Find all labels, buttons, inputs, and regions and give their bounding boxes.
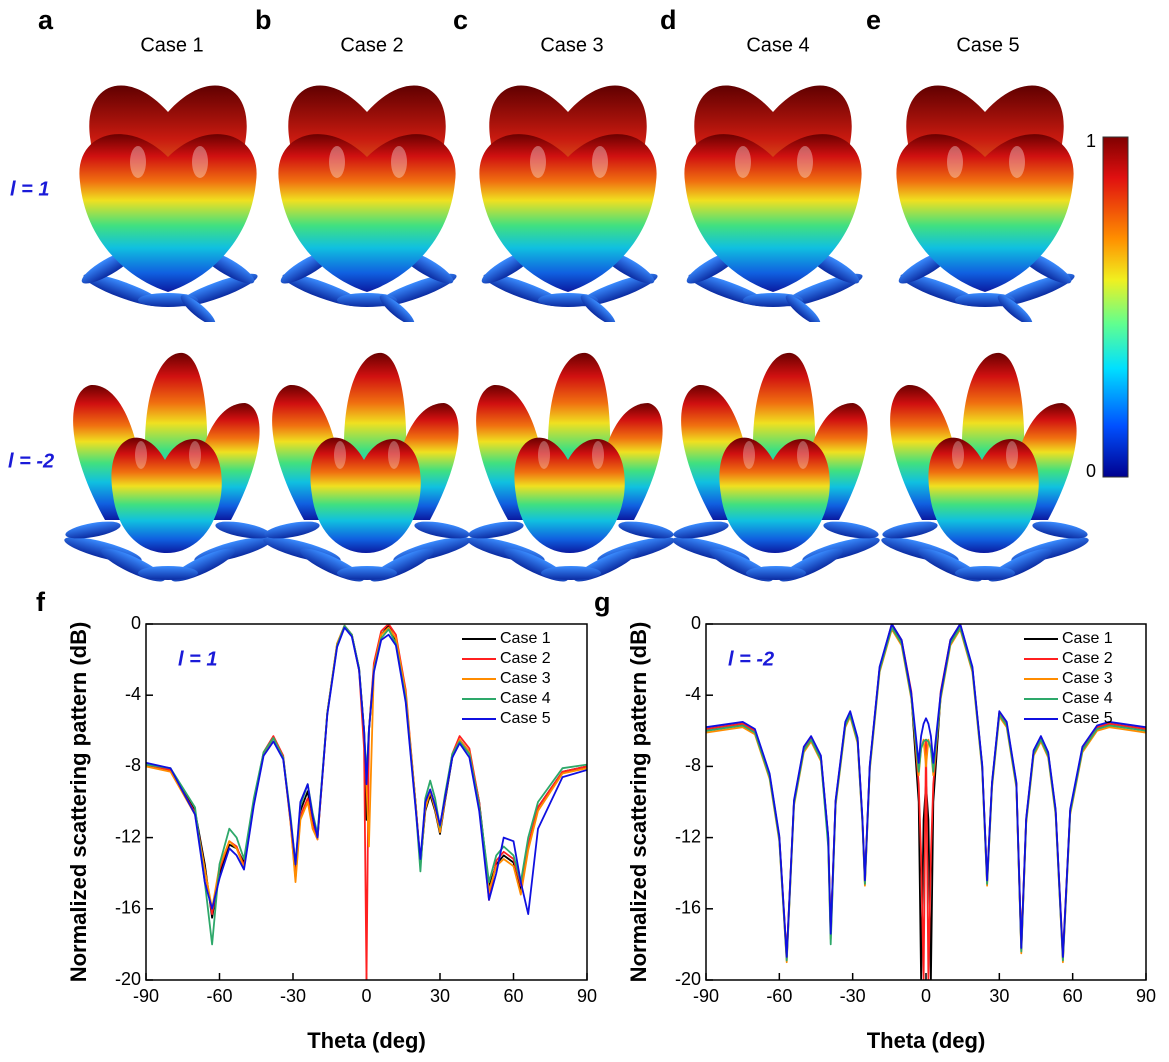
- pattern-3d: [466, 352, 676, 585]
- x-tick-label: 30: [430, 986, 450, 1006]
- x-axis-label: Theta (deg): [867, 1028, 986, 1053]
- panel-letter: b: [255, 5, 272, 35]
- y-tick-label: -20: [115, 969, 141, 989]
- y-tick-label: -8: [685, 755, 701, 775]
- x-tick-label: -30: [280, 986, 306, 1006]
- series-line: [146, 626, 587, 915]
- row-label: l = 1: [10, 178, 49, 200]
- panel-letter: a: [38, 5, 54, 35]
- pattern-3d: [478, 85, 661, 322]
- colorbar-label: 0: [1086, 461, 1096, 481]
- pattern-3d: [683, 85, 866, 322]
- y-tick-label: -12: [675, 826, 701, 846]
- x-tick-label: 60: [503, 986, 523, 1006]
- plot-frame: [145, 623, 588, 981]
- case-title: Case 1: [140, 34, 203, 56]
- y-tick-label: -8: [125, 755, 141, 775]
- x-tick-label: 0: [921, 986, 931, 1006]
- annotation: l = -2: [728, 648, 774, 670]
- pattern-3d: [277, 85, 460, 322]
- colorbar-label: 1: [1086, 131, 1096, 151]
- annotation: l = 1: [178, 648, 217, 670]
- case-title: Case 4: [746, 34, 809, 56]
- panel-letter: f: [36, 587, 46, 617]
- legend-label: Case 1: [500, 630, 551, 647]
- panel-letter: e: [866, 5, 881, 35]
- row-label: l = -2: [8, 450, 54, 472]
- legend-label: Case 3: [1062, 670, 1113, 687]
- y-tick-label: -12: [115, 826, 141, 846]
- pattern-3d: [671, 352, 881, 585]
- x-tick-label: 90: [1136, 986, 1156, 1006]
- y-axis-label: Normalized scattering pattern (dB): [626, 622, 651, 983]
- y-tick-label: 0: [691, 613, 701, 633]
- y-tick-label: -16: [115, 898, 141, 918]
- x-tick-label: 60: [1063, 986, 1083, 1006]
- legend-label: Case 4: [500, 690, 551, 707]
- x-tick-label: -60: [766, 986, 792, 1006]
- pattern-3d: [262, 352, 472, 585]
- y-axis-label: Normalized scattering pattern (dB): [66, 622, 91, 983]
- pattern-3d: [880, 352, 1090, 585]
- panel-letter: c: [453, 5, 468, 35]
- x-tick-label: -30: [840, 986, 866, 1006]
- x-axis-label: Theta (deg): [307, 1028, 426, 1053]
- legend-label: Case 5: [500, 710, 551, 727]
- patterns: [63, 85, 1090, 585]
- x-tick-label: 0: [361, 986, 371, 1006]
- x-tick-label: 90: [577, 986, 597, 1006]
- y-tick-label: -16: [675, 898, 701, 918]
- y-tick-label: -4: [685, 684, 701, 704]
- pattern-3d: [895, 85, 1078, 322]
- legend-label: Case 1: [1062, 630, 1113, 647]
- case-title: Case 2: [340, 34, 403, 56]
- colorbar: [1102, 136, 1129, 478]
- x-tick-label: -90: [693, 986, 719, 1006]
- legend-label: Case 5: [1062, 710, 1113, 727]
- pattern-3d: [78, 85, 261, 322]
- x-tick-label: 30: [989, 986, 1009, 1006]
- x-tick-label: -90: [133, 986, 159, 1006]
- y-tick-label: 0: [131, 613, 141, 633]
- panel-letter: d: [660, 5, 677, 35]
- pattern-3d: [63, 352, 273, 585]
- legend-label: Case 2: [500, 650, 551, 667]
- y-tick-label: -20: [675, 969, 701, 989]
- plot-frame: [705, 623, 1147, 981]
- case-title: Case 5: [956, 34, 1019, 56]
- x-tick-label: -60: [206, 986, 232, 1006]
- series-line: [706, 624, 1146, 958]
- legend-label: Case 2: [1062, 650, 1113, 667]
- panel-letter: g: [594, 587, 611, 617]
- legend-label: Case 4: [1062, 690, 1113, 707]
- y-tick-label: -4: [125, 684, 141, 704]
- case-title: Case 3: [540, 34, 603, 56]
- legend-label: Case 3: [500, 670, 551, 687]
- series-line: [706, 626, 1146, 962]
